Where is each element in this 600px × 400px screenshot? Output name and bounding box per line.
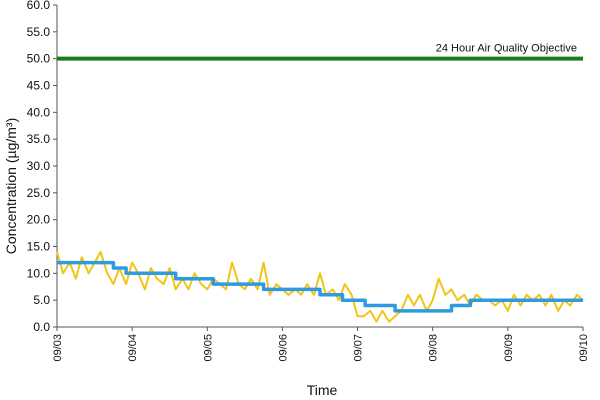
y-tick-label: 40.0 (27, 105, 51, 119)
y-tick-label: 35.0 (27, 132, 51, 146)
y-tick-label: 20.0 (27, 213, 51, 227)
y-tick-label: 55.0 (27, 25, 51, 39)
x-tick-label: 09/08 (428, 334, 440, 362)
y-tick-label: 60.0 (27, 0, 51, 12)
y-tick-label: 50.0 (27, 52, 51, 66)
y-tick-label: 5.0 (33, 293, 50, 307)
x-tick-label: 09/04 (127, 334, 139, 362)
x-tick-label: 09/05 (202, 334, 214, 362)
y-axis-label: Concentration (µg/m³) (3, 118, 19, 254)
x-tick-label: 09/10 (578, 334, 590, 362)
y-tick-label: 0.0 (33, 320, 50, 334)
y-axis-ticks: 0.0 5.0 10.0 15.0 20.0 25.0 30.0 35.0 40.0 45.0 50… (27, 0, 57, 334)
objective-label: 24 Hour Air Quality Objective (436, 43, 577, 55)
series-running-mean-line (57, 260, 583, 313)
x-tick-label: 09/07 (353, 334, 365, 362)
x-axis-ticks: 09/03 09/04 09/05 09/06 09/07 09/08 09/09 09/10 (52, 327, 590, 362)
y-tick-label: 10.0 (27, 266, 51, 280)
x-tick-label: 09/09 (503, 334, 515, 362)
y-tick-label: 25.0 (27, 186, 51, 200)
y-tick-label: 15.0 (27, 240, 51, 254)
x-tick-label: 09/06 (277, 334, 289, 362)
x-tick-label: 09/03 (52, 334, 64, 362)
x-axis-label: Time (307, 382, 338, 398)
series-hourly-line (56, 250, 584, 323)
y-tick-label: 30.0 (27, 159, 51, 173)
y-tick-label: 45.0 (27, 79, 51, 93)
